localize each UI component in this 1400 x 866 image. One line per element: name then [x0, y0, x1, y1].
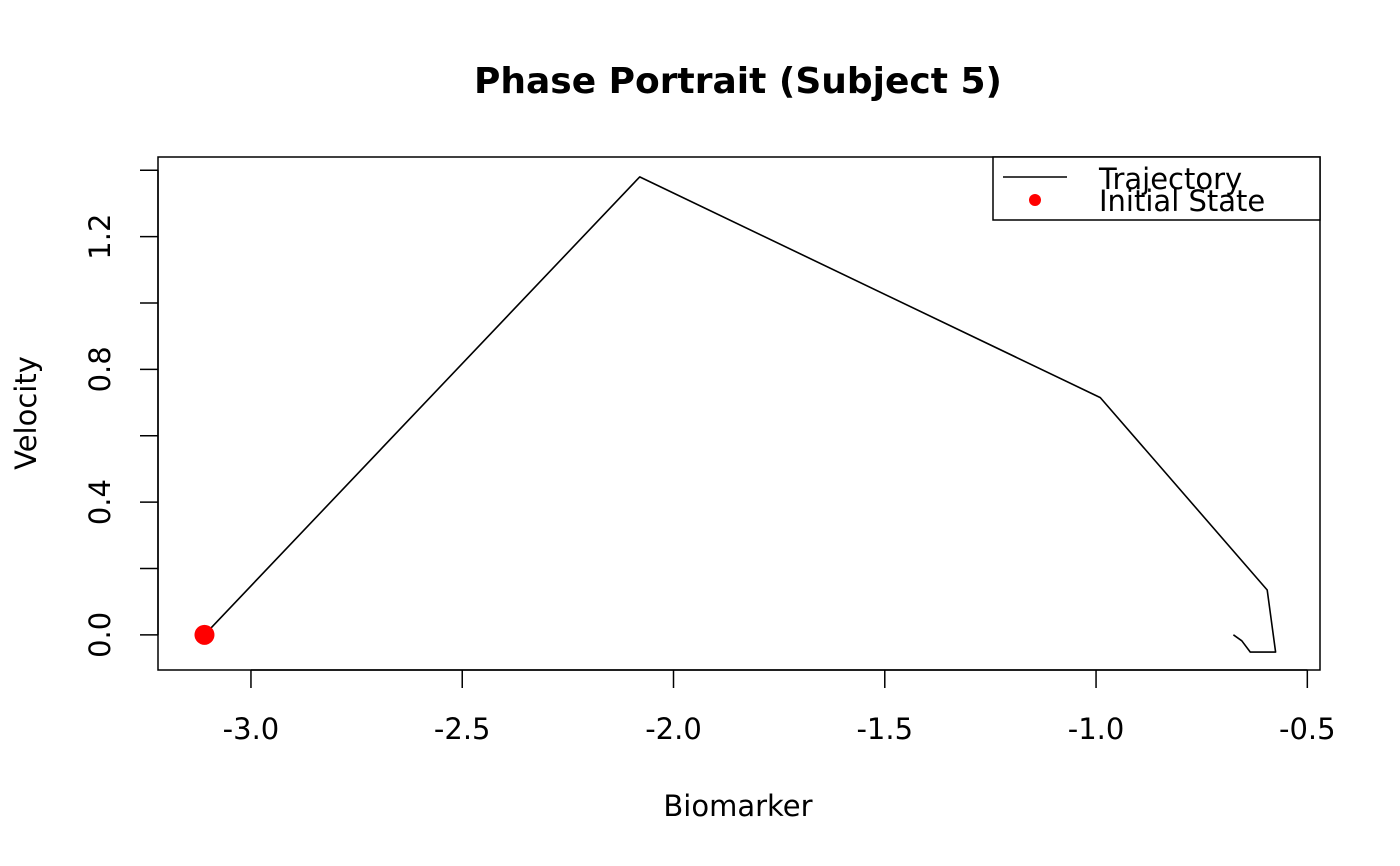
x-axis: -3.0 -2.5 -2.0 -1.5 -1.0 -0.5	[223, 669, 1336, 746]
x-tick-label: -1.0	[1068, 712, 1125, 746]
y-tick-label: 0.0	[83, 612, 117, 658]
y-axis: 0.0 0.4 0.8 1.2	[83, 169, 159, 658]
y-tick-label: 0.8	[83, 346, 117, 392]
legend-initial-state-swatch	[1029, 194, 1041, 206]
x-tick-label: -3.0	[223, 712, 280, 746]
x-tick-label: -0.5	[1279, 712, 1336, 746]
legend-initial-state-label: Initial State	[1099, 184, 1265, 218]
x-tick-label: -2.0	[645, 712, 702, 746]
x-tick-label: -1.5	[856, 712, 913, 746]
series-layer	[194, 176, 1277, 653]
y-axis-label: Velocity	[9, 356, 43, 470]
legend-trajectory-label: Trajectory	[1098, 162, 1242, 196]
legend-box	[992, 156, 1321, 221]
x-axis-label: Biomarker	[663, 789, 812, 823]
legend: Trajectory Initial State	[992, 156, 1321, 221]
initial-state-point	[194, 624, 215, 645]
plot-frame	[157, 156, 1321, 671]
y-tick-label: 0.4	[83, 479, 117, 525]
chart-title: Phase Portrait (Subject 5)	[474, 61, 1002, 102]
y-tick-label: 1.2	[83, 214, 117, 260]
trajectory-line	[203, 176, 1277, 653]
x-tick-label: -2.5	[434, 712, 491, 746]
